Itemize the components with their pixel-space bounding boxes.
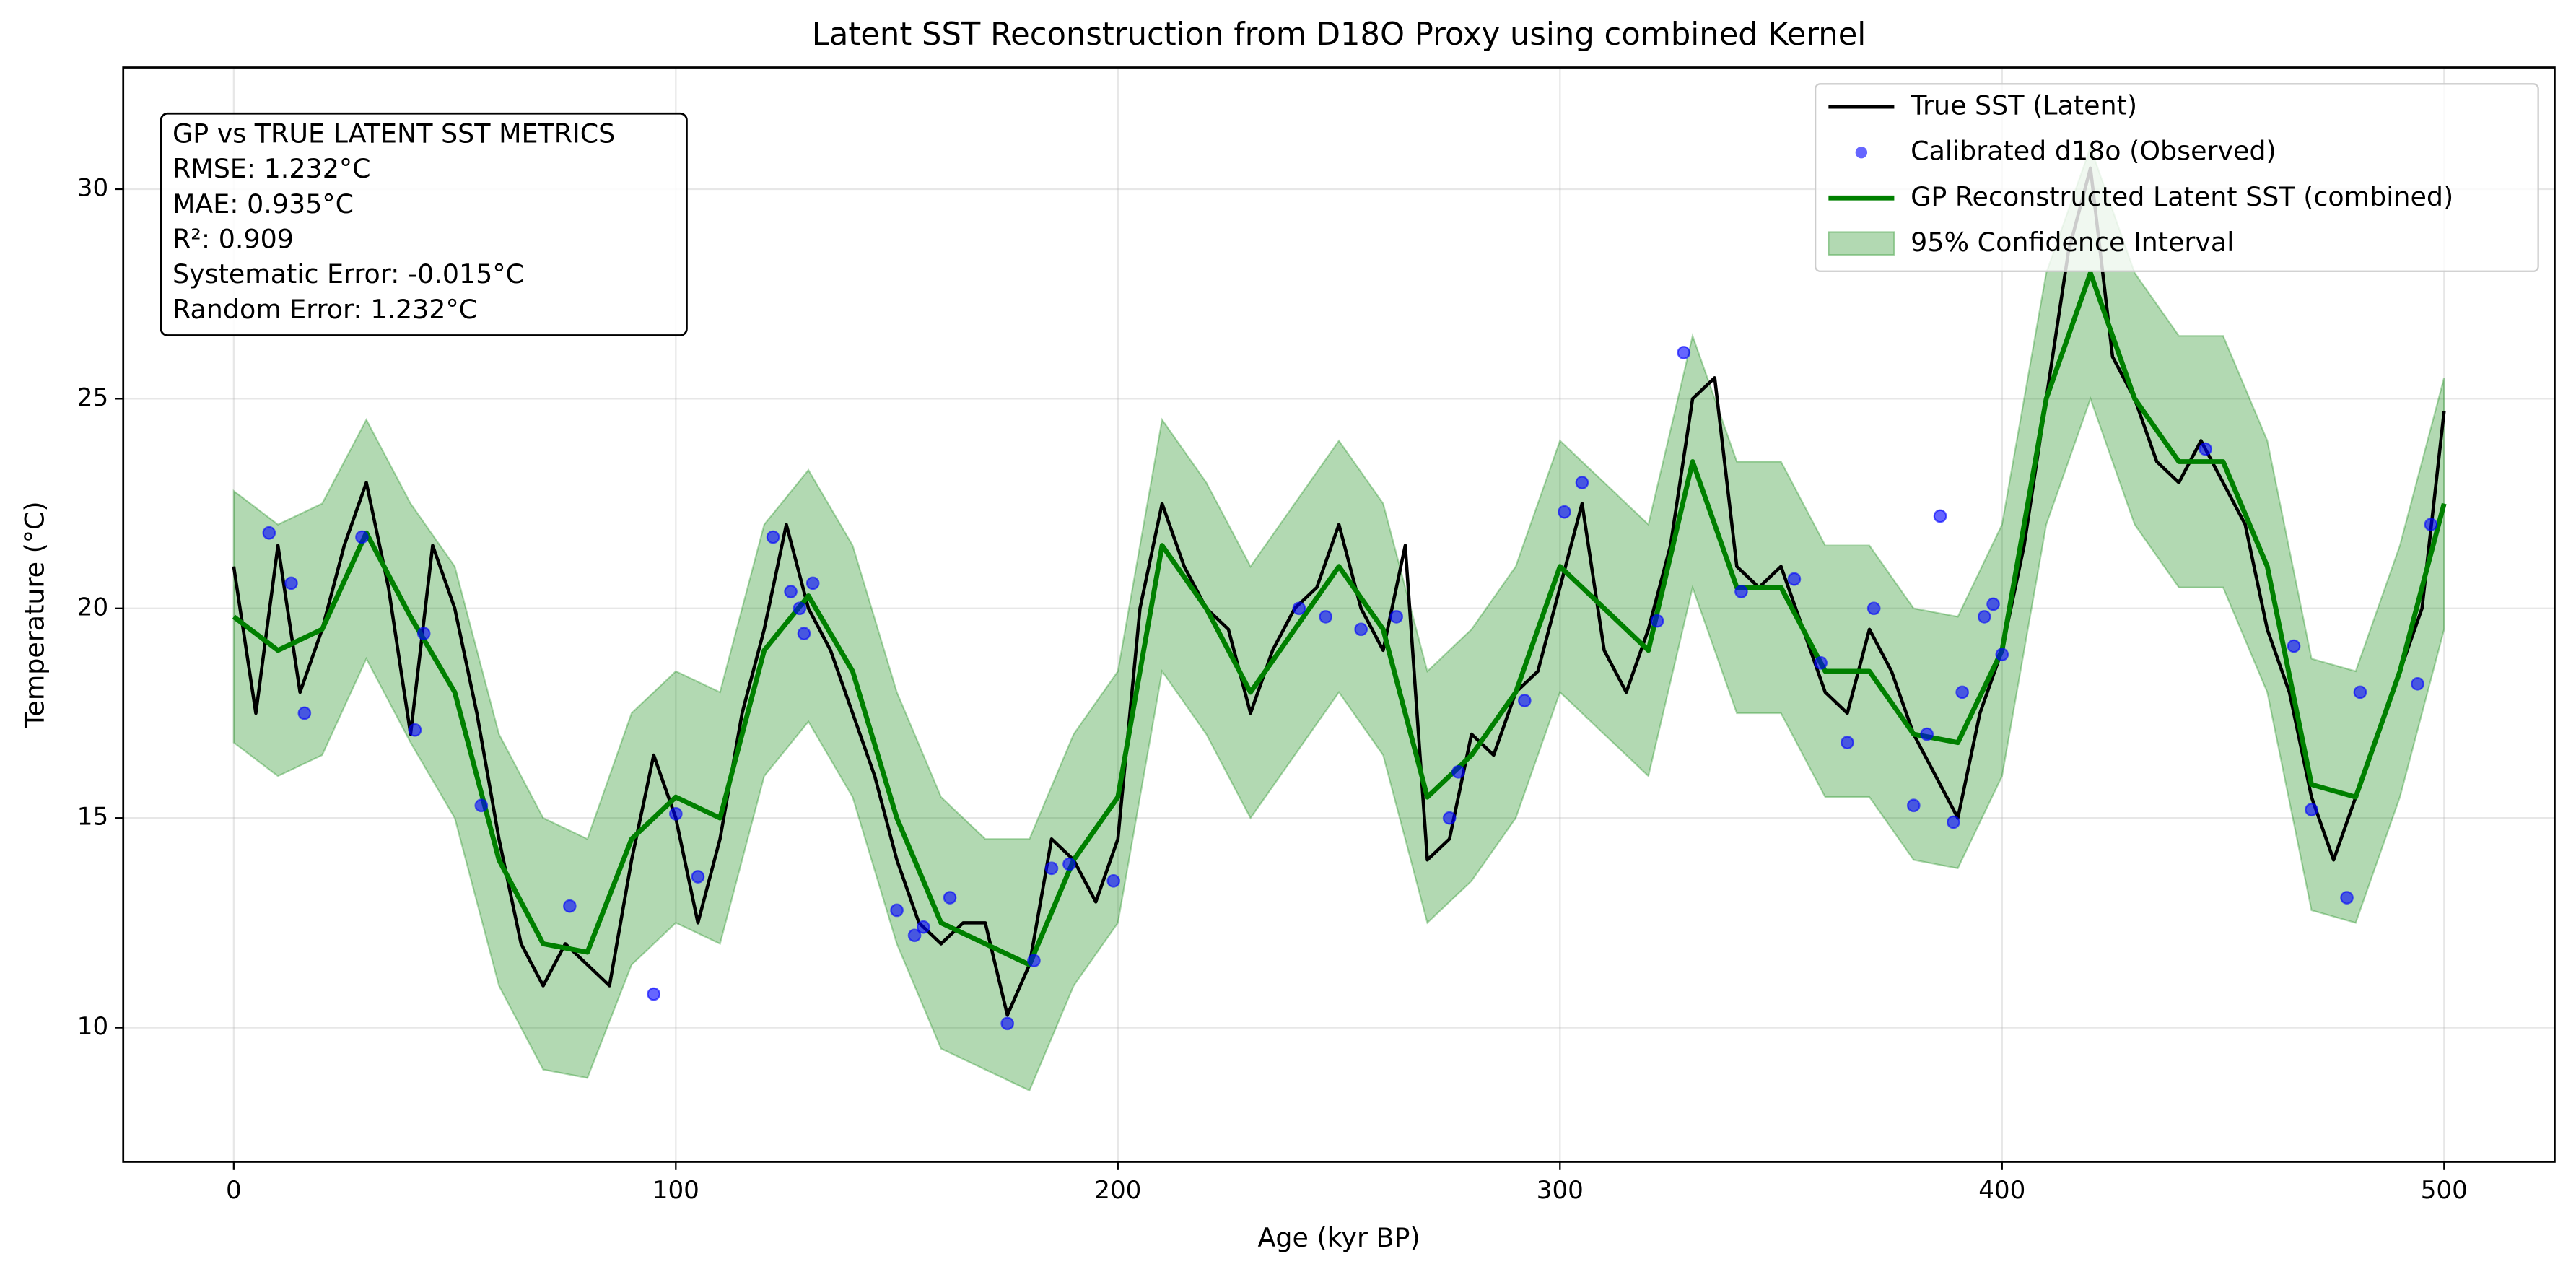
plot-frame xyxy=(122,66,2556,1163)
observed-point xyxy=(1319,610,1333,624)
y-axis-label: Temperature (°C) xyxy=(19,501,51,728)
x-tick-label: 500 xyxy=(2421,1176,2468,1205)
observed-point xyxy=(416,627,431,640)
observed-point xyxy=(1000,1016,1015,1031)
observed-point xyxy=(805,576,820,590)
series-line xyxy=(232,270,2447,967)
observed-point xyxy=(766,530,780,544)
confidence-band xyxy=(232,144,2445,1092)
observed-point xyxy=(1389,610,1404,624)
observed-point xyxy=(1062,857,1076,871)
metrics-text: Random Error: 1.232°C xyxy=(173,294,477,325)
metrics-box xyxy=(160,112,688,336)
observed-point xyxy=(797,627,811,640)
observed-point xyxy=(297,706,312,720)
observed-point xyxy=(2340,891,2354,905)
observed-point xyxy=(2411,676,2424,691)
observed-point xyxy=(1044,861,1059,876)
y-tick-label: 25 xyxy=(77,383,108,412)
observed-point xyxy=(784,585,798,598)
observed-point xyxy=(1292,601,1306,616)
x-tick-label: 100 xyxy=(652,1176,699,1205)
observed-point xyxy=(1787,572,1802,586)
y-tick-label: 15 xyxy=(77,803,108,832)
observed-point xyxy=(284,576,298,590)
observed-point xyxy=(691,870,705,884)
observed-point xyxy=(1677,346,1691,359)
observed-point xyxy=(1947,815,1960,829)
observed-point xyxy=(2199,442,2212,456)
observed-point xyxy=(1814,655,1828,670)
observed-point xyxy=(1650,614,1664,628)
metrics-text: MAE: 0.935°C xyxy=(173,188,354,219)
observed-point xyxy=(262,526,276,540)
x-axis-label: Age (kyr BP) xyxy=(1257,1222,1420,1253)
observed-point xyxy=(2287,639,2301,653)
observed-point xyxy=(1442,811,1457,825)
observed-point xyxy=(562,899,577,913)
observed-point xyxy=(793,601,807,616)
observed-point xyxy=(1866,601,1881,616)
legend-box xyxy=(1815,83,2539,272)
observed-point xyxy=(1517,694,1532,707)
observed-point xyxy=(1734,585,1748,598)
legend-label: 95% Confidence Interval xyxy=(1911,227,2234,258)
observed-point xyxy=(1841,736,1854,749)
legend-handle xyxy=(1855,147,1868,159)
observed-point xyxy=(1575,476,1589,489)
observed-point xyxy=(1106,873,1121,888)
observed-point xyxy=(1986,597,2000,611)
x-tick-label: 400 xyxy=(1978,1176,2025,1205)
observed-point xyxy=(1451,764,1465,779)
y-tick-label: 10 xyxy=(77,1012,108,1041)
chart-title: Latent SST Reconstruction from D18O Prox… xyxy=(812,17,1866,53)
observed-point xyxy=(2353,685,2367,699)
metrics-text: R²: 0.909 xyxy=(173,223,294,254)
observed-point xyxy=(408,723,422,737)
observed-point xyxy=(2424,518,2438,531)
y-tick-label: 30 xyxy=(77,173,108,202)
metrics-text: GP vs TRUE LATENT SST METRICS xyxy=(173,118,615,149)
legend-label: GP Reconstructed Latent SST (combined) xyxy=(1911,181,2453,212)
observed-point xyxy=(916,920,930,934)
observed-point xyxy=(1027,954,1041,967)
legend-label: Calibrated d18o (Observed) xyxy=(1911,136,2276,167)
axes: 0 100 200 300 400 500 10 15 20 25 30 xyxy=(77,173,2468,1204)
observed-point xyxy=(647,987,661,1001)
x-tick-label: 0 xyxy=(226,1176,242,1205)
observed-point xyxy=(474,798,489,813)
y-tick-label: 20 xyxy=(77,593,108,622)
x-tick-label: 200 xyxy=(1094,1176,1141,1205)
observed-point xyxy=(1558,505,1571,519)
x-tick-label: 300 xyxy=(1537,1176,1584,1205)
metrics-text: Systematic Error: -0.015°C xyxy=(173,258,524,289)
observed-point xyxy=(2305,803,2318,816)
observed-point xyxy=(1933,509,1947,523)
legend-handle xyxy=(1828,231,1895,256)
observed-point xyxy=(1995,648,2009,662)
observed-point xyxy=(890,903,904,918)
metrics-text: RMSE: 1.232°C xyxy=(173,153,371,184)
observed-point xyxy=(1906,798,1921,813)
observed-point xyxy=(668,807,683,821)
observed-point xyxy=(1955,685,1970,699)
observed-point xyxy=(1920,727,1934,741)
observed-point xyxy=(355,530,369,544)
legend-label: True SST (Latent) xyxy=(1910,90,2137,121)
overlay: GP vs TRUE LATENT SST METRICS RMSE: 1.232… xyxy=(160,83,2539,336)
observed-point xyxy=(907,928,922,943)
observed-point xyxy=(1977,610,1991,624)
observed-point xyxy=(943,891,957,905)
observed-point xyxy=(1354,622,1368,637)
